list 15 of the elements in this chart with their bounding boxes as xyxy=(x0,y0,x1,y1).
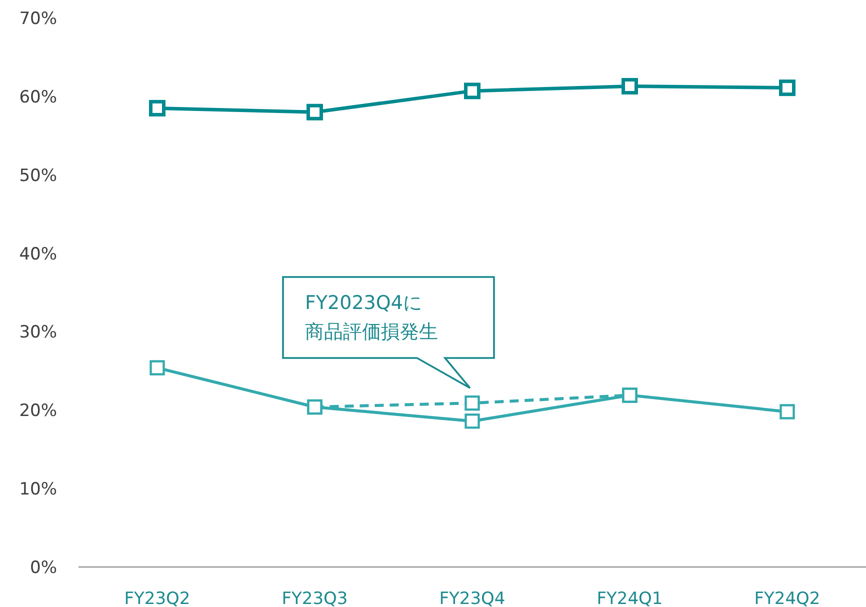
x-tick-label: FY23Q4 xyxy=(439,589,506,607)
y-tick-label: 40% xyxy=(19,244,57,264)
y-tick-label: 0% xyxy=(30,558,57,578)
annotation: 商品評価損発生 xyxy=(305,321,438,343)
x-tick-label: FY23Q3 xyxy=(282,589,348,607)
x-tick-label: FY24Q2 xyxy=(754,589,820,607)
y-tick-label: 70% xyxy=(19,9,57,29)
x-tick-label: FY24Q1 xyxy=(596,589,663,607)
y-tick-label: 50% xyxy=(19,166,57,186)
y-tick-label: 10% xyxy=(19,480,57,500)
annotation: FY2023Q4に xyxy=(305,292,422,314)
y-tick-label: 60% xyxy=(19,87,57,108)
x-tick-label: FY23Q2 xyxy=(124,589,190,607)
y-tick-label: 20% xyxy=(19,401,57,422)
y-tick-label: 30% xyxy=(19,322,57,343)
